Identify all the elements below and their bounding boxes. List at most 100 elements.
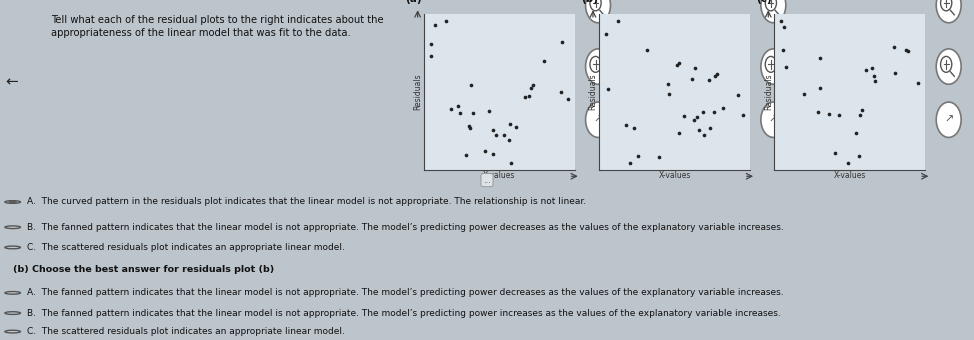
Text: A.  The curved pattern in the residuals plot indicates that the linear model is : A. The curved pattern in the residuals p… [27,198,586,206]
Point [630,153,646,159]
Circle shape [761,0,786,23]
Point [622,160,638,166]
Point [669,63,685,68]
Point [690,115,705,120]
Point [598,31,614,36]
Point [706,109,722,115]
Point [601,86,617,91]
X-axis label: X-values: X-values [658,171,691,181]
Point [438,18,454,23]
Point [611,18,626,23]
Point [488,132,504,138]
Point [707,73,723,79]
Point [504,160,519,166]
Point [453,110,468,116]
Text: ↗: ↗ [944,115,954,125]
Point [864,65,880,70]
Point [701,78,717,83]
Point [443,106,459,111]
Point [466,111,481,116]
Point [517,95,533,100]
X-axis label: X-values: X-values [834,171,866,181]
Circle shape [585,49,611,84]
Text: ...: ... [483,176,491,185]
Y-axis label: Residuals: Residuals [588,73,598,110]
Point [776,25,792,30]
Point [523,86,539,91]
Point [427,23,442,28]
Circle shape [761,102,786,137]
Point [841,160,856,166]
Point [661,91,677,97]
Point [501,137,516,142]
Circle shape [936,0,961,23]
Point [715,105,730,110]
Circle shape [585,0,611,23]
Point [462,126,477,131]
Point [851,153,867,159]
Text: B.  The fanned pattern indicates that the linear model is not appropriate. The m: B. The fanned pattern indicates that the… [27,223,784,232]
Point [553,89,569,95]
Point [812,85,828,90]
Point [696,132,712,137]
Point [508,124,524,130]
Point [481,109,497,114]
Point [450,103,466,108]
Point [458,152,473,157]
Text: C.  The scattered residuals plot indicates an appropriate linear model.: C. The scattered residuals plot indicate… [27,327,345,336]
Point [695,109,711,114]
Point [900,49,916,54]
Point [687,65,702,71]
Point [477,148,493,153]
Point [866,73,881,79]
Text: B.  The fanned pattern indicates that the linear model is not appropriate. The m: B. The fanned pattern indicates that the… [27,309,781,318]
Point [847,130,863,135]
Point [867,78,882,83]
Point [485,128,501,133]
Point [692,128,707,133]
Point [660,81,676,87]
Point [854,107,870,113]
Point [886,44,902,50]
Point [537,58,552,64]
Point [685,76,700,81]
Point [730,92,746,97]
X-axis label: X-values: X-values [483,171,515,181]
Point [709,71,725,77]
Point [502,121,517,127]
Text: (b): (b) [581,0,598,4]
Point [424,41,439,46]
Point [852,113,868,118]
Point [560,96,576,101]
Point [858,67,874,73]
Text: C.  The scattered residuals plot indicates an appropriate linear model.: C. The scattered residuals plot indicate… [27,243,345,252]
Point [831,112,846,118]
Text: (c): (c) [756,0,772,4]
Point [521,94,537,99]
Circle shape [9,201,17,203]
Text: ↗: ↗ [768,115,778,125]
Text: ↗: ↗ [593,115,603,125]
Point [626,125,642,130]
Point [702,126,718,131]
Point [810,109,826,115]
Text: A.  The fanned pattern indicates that the linear model is not appropriate. The m: A. The fanned pattern indicates that the… [27,288,784,298]
Point [672,60,688,65]
Circle shape [761,49,786,84]
Circle shape [585,102,611,137]
Point [618,123,634,128]
Point [775,48,791,53]
Point [778,64,794,69]
Point [773,18,789,23]
Point [676,113,692,119]
Point [735,113,751,118]
Point [461,123,476,128]
Text: (a): (a) [405,0,422,4]
Point [686,118,701,123]
Point [640,47,656,52]
Point [797,92,812,97]
Point [887,70,903,76]
Point [485,152,501,157]
Point [423,53,438,59]
Text: (b) Choose the best answer for residuals plot (b): (b) Choose the best answer for residuals… [13,265,274,274]
